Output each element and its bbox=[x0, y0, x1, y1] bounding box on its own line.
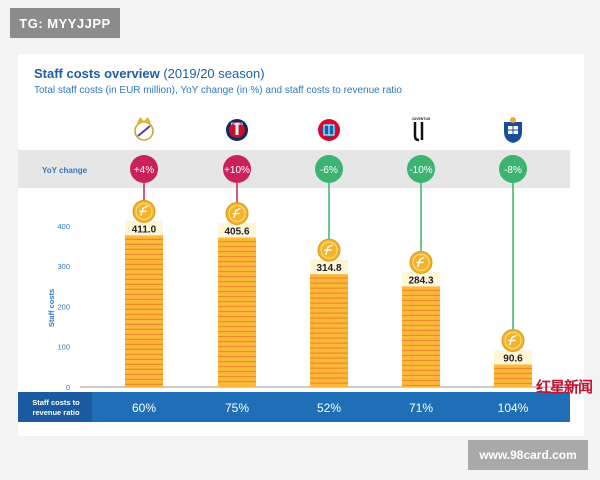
bar bbox=[402, 272, 440, 387]
chart-card: Staff costs overview (2019/20 season) To… bbox=[18, 54, 584, 436]
ratio-value: 71% bbox=[409, 401, 433, 415]
value-label-box bbox=[125, 221, 163, 236]
yoy-band bbox=[18, 150, 570, 188]
porto-crest-icon bbox=[504, 117, 522, 143]
value-label: 90.6 bbox=[503, 353, 523, 364]
ratio-value: 104% bbox=[498, 401, 529, 415]
ratio-band bbox=[18, 392, 570, 422]
yoy-value: +10% bbox=[224, 165, 250, 176]
ratio-value: 60% bbox=[132, 401, 156, 415]
watermark-bottom: www.98card.com bbox=[468, 440, 588, 470]
chart-title-season: (2019/20 season) bbox=[163, 66, 265, 81]
crest-cross bbox=[508, 126, 518, 134]
crest-crown bbox=[137, 117, 151, 123]
yoy-value: -10% bbox=[409, 165, 432, 176]
value-label-box bbox=[494, 350, 532, 365]
coin-symbol bbox=[324, 244, 333, 255]
yoy-value: -8% bbox=[504, 165, 522, 176]
coin-rim bbox=[320, 241, 338, 259]
value-label: 284.3 bbox=[408, 275, 433, 286]
y-tick-label: 200 bbox=[57, 302, 70, 311]
news-stamp: 红星新闻 bbox=[536, 378, 593, 396]
coin-symbol bbox=[416, 256, 425, 268]
juventus-crest-icon: JUVENTUS bbox=[412, 117, 431, 142]
y-tick-label: 400 bbox=[57, 222, 70, 231]
yoy-bubble bbox=[130, 155, 158, 183]
y-axis-title: Staff costs bbox=[47, 289, 56, 327]
coin-icon bbox=[409, 250, 433, 274]
yoy-bubble bbox=[223, 155, 251, 183]
value-label: 405.6 bbox=[224, 227, 249, 238]
crest-j-left bbox=[413, 122, 420, 142]
ratio-label: revenue ratio bbox=[32, 408, 80, 417]
y-tick-label: 0 bbox=[66, 383, 70, 392]
crest-text: JUVENTUS bbox=[412, 117, 431, 121]
crest-crown bbox=[510, 117, 516, 123]
chart-title: Staff costs overview (2019/20 season) bbox=[34, 66, 265, 81]
bayern-crest-icon bbox=[318, 119, 340, 141]
value-label-box bbox=[402, 272, 440, 287]
coin-symbol bbox=[508, 334, 517, 346]
coin-symbol bbox=[139, 205, 148, 217]
yoy-value: +4% bbox=[134, 165, 154, 176]
value-label: 314.8 bbox=[316, 263, 341, 274]
staff-costs-chart: YoY change Staff costs 0 100 200 300 400 Staff … bbox=[18, 117, 578, 422]
value-label-box bbox=[218, 223, 256, 238]
coin-symbol bbox=[232, 207, 241, 219]
value-label-box bbox=[310, 260, 348, 275]
coin-icon bbox=[132, 199, 156, 223]
chart-subtitle: Total staff costs (in EUR million), YoY … bbox=[34, 85, 402, 96]
crest-band bbox=[137, 125, 151, 137]
coin-rim bbox=[412, 253, 430, 271]
coin-rim bbox=[135, 202, 153, 220]
coin-icon bbox=[317, 238, 341, 262]
psg-crest-icon: PARIS bbox=[226, 119, 248, 141]
coin-rim bbox=[504, 331, 522, 349]
value-label: 411.0 bbox=[132, 224, 157, 235]
bar bbox=[218, 223, 256, 387]
yoy-bubble bbox=[407, 155, 435, 183]
yoy-bubble bbox=[499, 155, 527, 183]
y-tick-label: 300 bbox=[57, 262, 70, 271]
coin-icon bbox=[501, 328, 525, 352]
ratio-label: Staff costs to bbox=[32, 398, 80, 407]
coin-icon bbox=[225, 202, 249, 226]
y-tick-label: 100 bbox=[57, 343, 70, 352]
ratio-value: 75% bbox=[225, 401, 249, 415]
coin-rim bbox=[228, 205, 246, 223]
ratio-value: 52% bbox=[317, 401, 341, 415]
crest-text: PARIS bbox=[231, 121, 243, 126]
yoy-bubble bbox=[315, 155, 343, 183]
real-madrid-crest-icon bbox=[134, 117, 154, 141]
yoy-label: YoY change bbox=[42, 166, 88, 175]
crest-tower bbox=[235, 123, 239, 135]
ratio-label-box bbox=[18, 392, 92, 422]
crest-diamonds bbox=[323, 124, 335, 136]
chart-title-main: Staff costs overview bbox=[34, 66, 160, 81]
yoy-value: -6% bbox=[320, 165, 338, 176]
watermark-top: TG: MYYJJPP bbox=[10, 8, 120, 38]
